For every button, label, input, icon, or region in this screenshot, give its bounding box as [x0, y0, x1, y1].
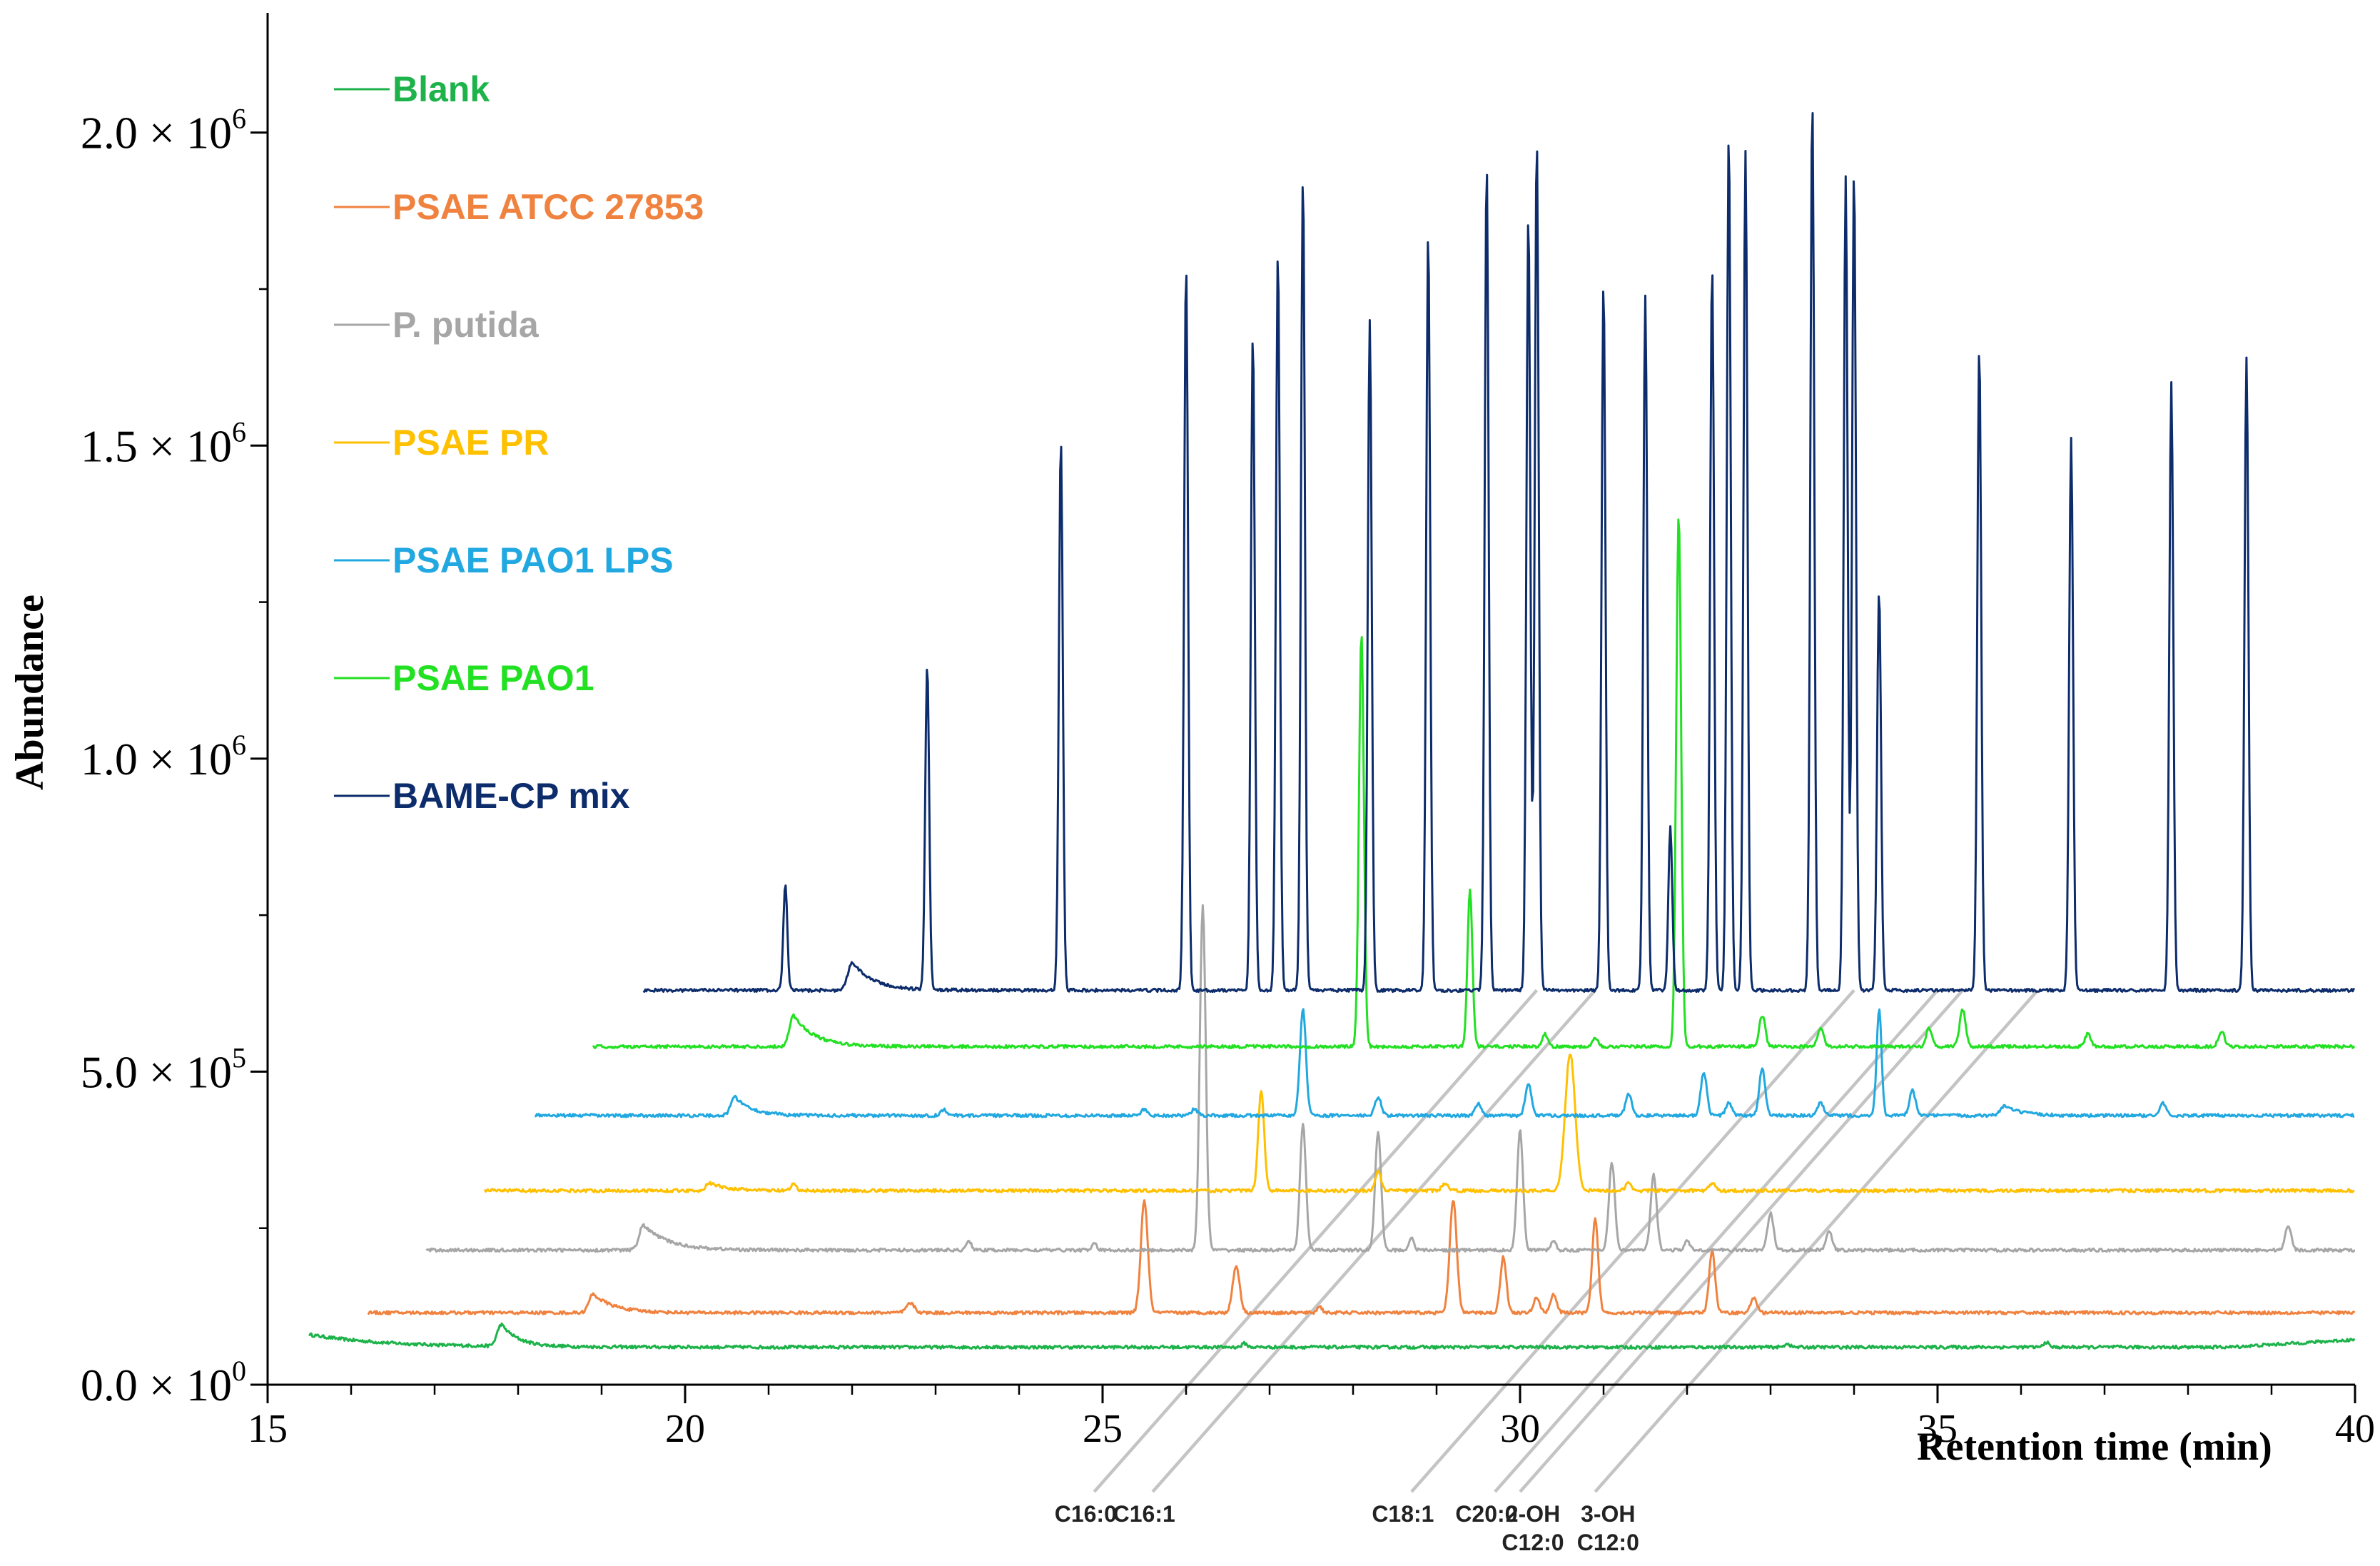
x-tick-label: 30 — [1500, 1407, 1540, 1451]
annotation-label: C16:0 — [1055, 1501, 1117, 1527]
annotation-label: 2-OH C12:0 — [1502, 1501, 1564, 1555]
annotation-label: C20:0 — [1455, 1501, 1517, 1527]
annotation-label: 3-OH C12:0 — [1577, 1501, 1639, 1555]
annotation-line — [1410, 989, 1855, 1493]
legend-entry: P. putida — [334, 305, 540, 345]
legend-entry: PSAE PR — [334, 423, 550, 463]
y-tick-label: 1.0 × 106 — [81, 729, 246, 784]
series-line-blank — [308, 1322, 2356, 1350]
x-tick-label: 20 — [665, 1407, 705, 1451]
legend-label: Blank — [393, 69, 490, 109]
axes: 15 20 25 30 35 40 0.0 × 100 5.0 × 105 1.0 × 106… — [8, 13, 2375, 1469]
legend-entry: PSAE PAO1 LPS — [334, 540, 674, 580]
legend: Blank PSAE ATCC 27853 P. putida PSAE PR PSAE… — [334, 69, 704, 816]
x-tick-label: 15 — [248, 1407, 288, 1451]
x-tick-label: 25 — [1083, 1407, 1123, 1451]
series-line-p-putida — [425, 904, 2356, 1253]
x-tick-label: 35 — [1918, 1407, 1958, 1451]
legend-entry: Blank — [334, 69, 490, 109]
annotation-line — [1594, 989, 2040, 1493]
series-line-psae-atcc-27853 — [367, 1199, 2356, 1315]
x-ticks: 15 20 25 30 35 40 — [248, 1385, 2375, 1451]
y-tick-label: 1.5 × 106 — [81, 415, 246, 471]
legend-label: PSAE PAO1 LPS — [393, 540, 674, 580]
legend-entry: BAME-CP mix — [334, 776, 630, 816]
y-tick-label: 5.0 × 105 — [81, 1041, 246, 1097]
annotation-line — [1093, 989, 1539, 1493]
series-line-psae-pr — [483, 1054, 2355, 1193]
annotation-line — [1151, 989, 1596, 1493]
legend-label: PSAE ATCC 27853 — [393, 187, 704, 227]
annotation-line — [1519, 989, 1964, 1493]
legend-entry: PSAE ATCC 27853 — [334, 187, 704, 227]
legend-entry: PSAE PAO1 — [334, 658, 594, 698]
series-line-psae-pao1-lps — [535, 1008, 2355, 1118]
y-tick-label: 0.0 × 100 — [81, 1355, 246, 1410]
annotation-line — [1494, 989, 1939, 1493]
y-tick-label: 2.0 × 106 — [81, 103, 246, 158]
y-axis-title: Abundance — [8, 595, 52, 790]
x-tick-label: 40 — [2335, 1407, 2375, 1451]
legend-label: PSAE PR — [393, 423, 550, 463]
series-line-bame-cp-mix — [642, 112, 2355, 994]
legend-label: PSAE PAO1 — [393, 658, 594, 698]
y-ticks: 0.0 × 100 5.0 × 105 1.0 × 106 1.5 × 106 2.0 … — [81, 103, 268, 1410]
legend-label: BAME-CP mix — [393, 776, 630, 816]
annotation-label: C18:1 — [1372, 1501, 1434, 1527]
legend-label: P. putida — [393, 305, 540, 345]
series-line-psae-pao1 — [592, 518, 2355, 1049]
annotation-label: C16:1 — [1113, 1501, 1175, 1527]
x-axis-title: Retention time (min) — [1917, 1425, 2272, 1469]
